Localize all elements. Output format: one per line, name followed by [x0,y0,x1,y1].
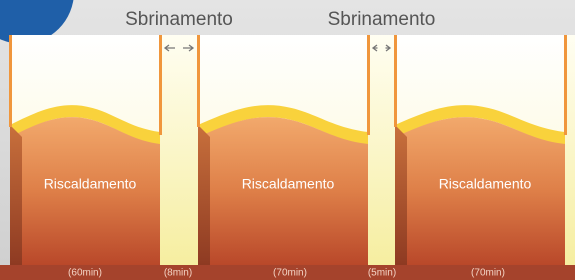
defrost-cycle-diagram: Riscaldamento Riscaldamento Riscaldamento S… [0,0,575,280]
heating-label: Riscaldamento [44,176,137,192]
duration-label: (8min) [164,268,192,279]
heating-label: Riscaldamento [439,176,532,192]
defrost-label: Sbrinamento [328,9,436,30]
heating-side [10,125,22,265]
duration-label: (70min) [273,268,307,279]
divider-left [197,35,200,127]
duration-label: (70min) [471,268,505,279]
defrost-gap [160,35,198,265]
defrost-label: Sbrinamento [125,9,233,30]
divider-right [564,35,567,135]
heating-side [198,125,210,265]
heating-label: Riscaldamento [242,176,335,192]
heating-side [395,125,407,265]
divider-left [394,35,397,127]
duration-label: (5min) [368,268,396,279]
defrost-gap [368,35,395,265]
divider-right [159,35,162,135]
divider-left [9,35,12,127]
duration-label: (60min) [68,268,102,279]
divider-right [367,35,370,135]
